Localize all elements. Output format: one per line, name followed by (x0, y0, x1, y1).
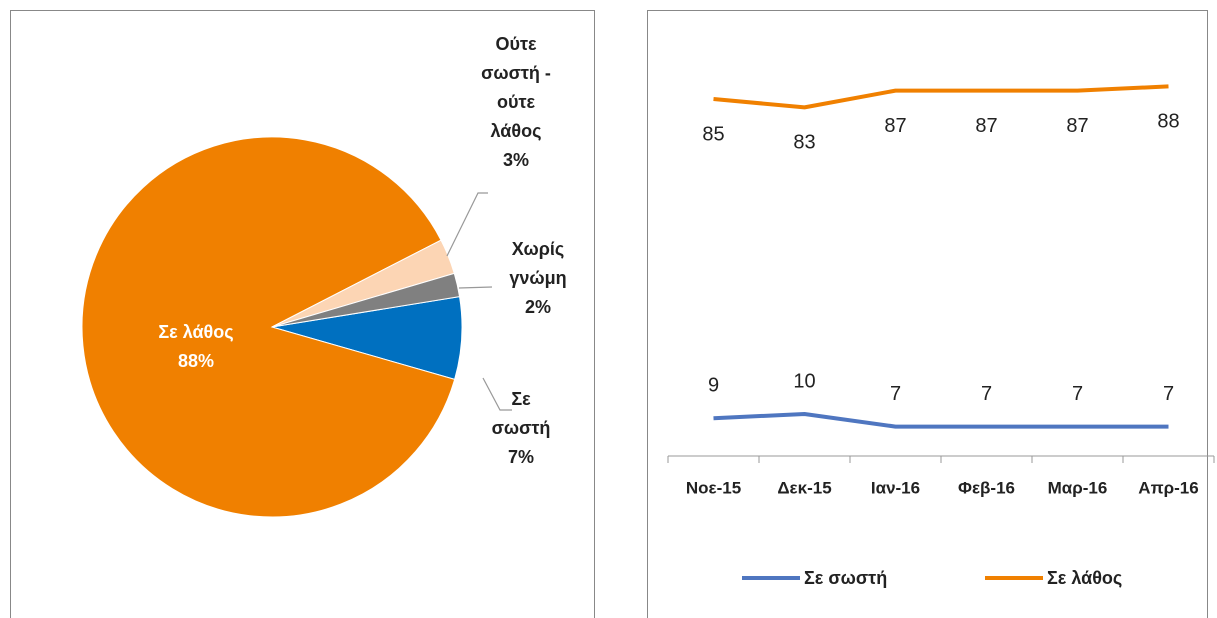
data-label: 87 (975, 115, 997, 137)
slice-label: Χωρίς γνώμη (509, 239, 567, 288)
data-label: 87 (884, 115, 906, 137)
x-tick-label: Νοε-15 (686, 478, 741, 497)
data-label: 10 (793, 370, 815, 392)
data-label: 87 (1066, 115, 1088, 137)
data-label: 83 (793, 132, 815, 154)
leader-line (458, 286, 493, 289)
leader-lines (446, 192, 512, 411)
x-tick-label: Ιαν-16 (871, 478, 920, 497)
x-tick-label: Δεκ-15 (777, 478, 831, 497)
slice-value-label: 2% (524, 297, 551, 317)
x-tick-label: Μαρ-16 (1048, 478, 1108, 497)
leader-line (482, 377, 512, 411)
slice-label: Ούτε σωστή - ούτε λάθος (481, 34, 551, 141)
data-label: 85 (702, 123, 724, 145)
line-panel (647, 10, 1208, 618)
slice-label: Σε λάθος (158, 322, 234, 342)
x-tick-label: Απρ-16 (1138, 478, 1198, 497)
data-label: 7 (890, 383, 901, 405)
leader-line (446, 192, 488, 257)
slice-value-label: 3% (502, 150, 529, 170)
data-label: 9 (708, 374, 719, 396)
x-tick-label: Φεβ-16 (958, 478, 1015, 497)
pie-panel (10, 10, 595, 618)
pie-slice (271, 272, 461, 328)
pie-slice (81, 136, 456, 518)
series-line (713, 84, 1169, 110)
data-label: 88 (1157, 111, 1179, 133)
slice-value-label: 88% (177, 351, 215, 371)
series-line (713, 412, 1169, 429)
legend-label: Σε σωστή (804, 568, 887, 588)
data-label: 7 (1163, 383, 1174, 405)
slice-value-label: 7% (507, 447, 534, 467)
legend-label: Σε λάθος (1047, 568, 1122, 588)
data-label: 7 (981, 383, 992, 405)
pie (81, 136, 463, 518)
line-chart: Νοε-15 Δεκ-15 Ιαν-16 Φεβ-16 Μαρ-16 Απρ-16 9 10 7… (667, 84, 1215, 588)
data-label: 7 (1072, 383, 1083, 405)
slice-label: Σε σωστή (491, 389, 551, 438)
